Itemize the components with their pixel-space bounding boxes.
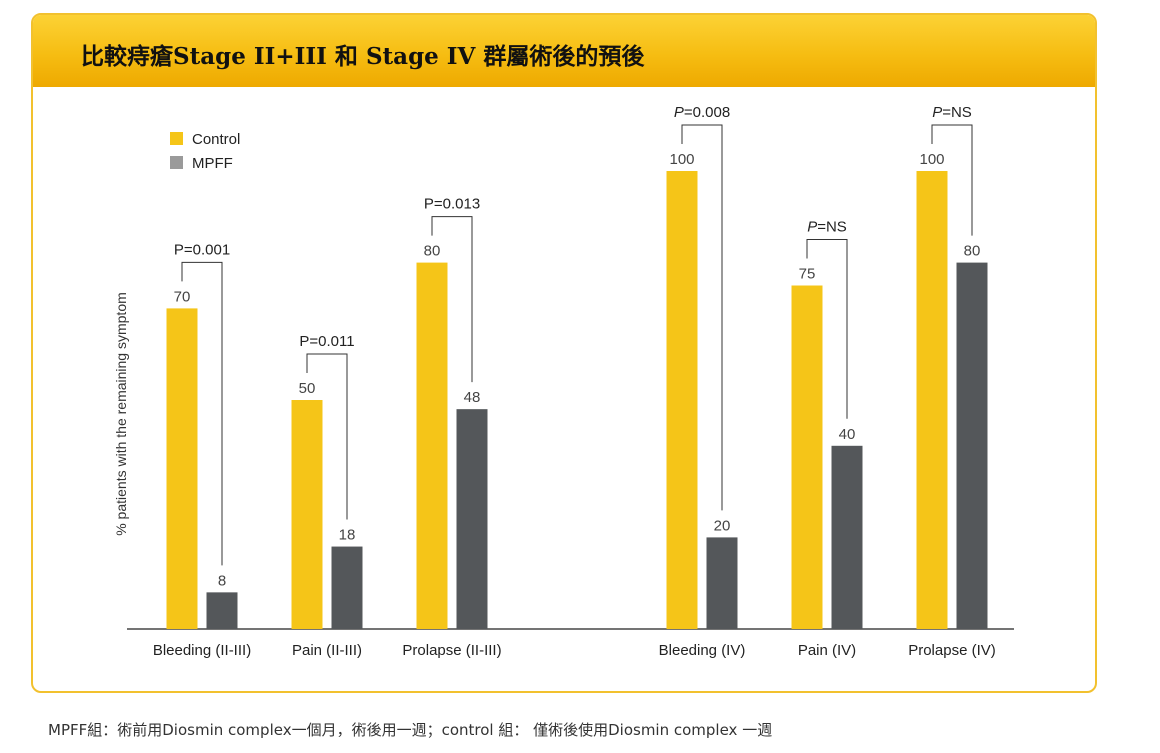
bar-mpff: [456, 409, 488, 629]
p-value-label: P=0.013: [424, 196, 480, 213]
footnote: MPFF組：術前用Diosmin complex一個月，術後用一週；contro…: [48, 721, 773, 739]
bar-chart: % patients with the remaining symptom Con…: [113, 104, 1014, 659]
bar-control: [291, 400, 323, 629]
p-value-label: P=0.011: [299, 333, 354, 350]
chart-title: 比較痔瘡Stage II+III 和 Stage IV 群屬術後的預後: [81, 43, 645, 70]
p-value-bracket: [806, 239, 848, 419]
y-axis-label: % patients with the remaining symptom: [113, 292, 129, 536]
category-label: Prolapse (IV): [908, 642, 996, 659]
legend-swatch-control: [170, 132, 183, 145]
category-label: Pain (IV): [798, 642, 856, 659]
data-label-control: 50: [299, 380, 316, 397]
chart-header: 比較痔瘡Stage II+III 和 Stage IV 群屬術後的預後: [33, 15, 1095, 87]
legend-label-control: Control: [192, 131, 240, 148]
data-label-mpff: 20: [714, 517, 731, 534]
p-value-bracket: [181, 261, 223, 566]
p-value-bracket: [931, 124, 973, 236]
p-value-bracket: [431, 216, 473, 383]
p-value-label: P=0.008: [674, 104, 730, 121]
bar-mpff: [206, 592, 238, 629]
bar-control: [666, 171, 698, 629]
bar-control: [916, 171, 948, 629]
p-value-label: P=NS: [932, 104, 972, 121]
bar-mpff: [831, 445, 863, 629]
category-label: Bleeding (II-III): [153, 642, 251, 659]
bar-mpff: [956, 262, 988, 629]
category-label: Prolapse (II-III): [402, 642, 501, 659]
p-value-bracket: [681, 124, 723, 511]
p-value-label: P=0.001: [174, 241, 230, 258]
p-value-label: P=NS: [807, 219, 847, 236]
legend-label-mpff: MPFF: [192, 155, 233, 172]
data-label-mpff: 40: [839, 426, 856, 443]
data-label-control: 75: [799, 266, 816, 283]
category-label: Bleeding (IV): [659, 642, 746, 659]
bar-control: [166, 308, 198, 629]
data-label-mpff: 18: [339, 527, 356, 544]
data-label-control: 100: [919, 151, 944, 168]
data-label-mpff: 8: [218, 572, 226, 589]
data-label-control: 80: [424, 243, 441, 260]
category-label: Pain (II-III): [292, 642, 362, 659]
legend-swatch-mpff: [170, 156, 183, 169]
data-label-control: 70: [174, 288, 191, 305]
bar-mpff: [331, 546, 363, 629]
data-label-mpff: 80: [964, 243, 981, 260]
p-value-bracket: [306, 353, 348, 520]
bar-mpff: [706, 537, 738, 629]
data-label-mpff: 48: [464, 389, 481, 406]
data-label-control: 100: [669, 151, 694, 168]
bar-control: [416, 262, 448, 629]
bar-control: [791, 285, 823, 629]
